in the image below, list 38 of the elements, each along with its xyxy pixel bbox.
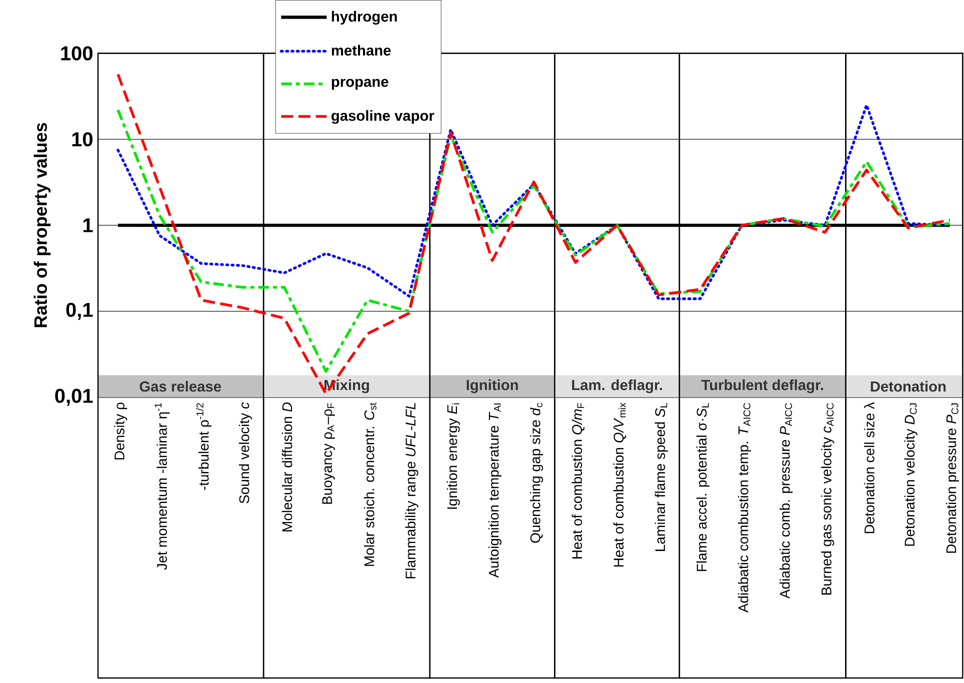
x-tick-label: Heat of combustion Q/V$_{mix}$ bbox=[613, 402, 626, 566]
x-tick-label: Buoyancy ρ$_{A}$–ρ$_{F}$ bbox=[322, 402, 335, 504]
y-tick-label: 100 bbox=[61, 46, 92, 60]
x-tick-label: Heat of combustion Q/m$_{F}$ bbox=[572, 402, 585, 558]
band-label: Gas release bbox=[140, 380, 222, 392]
y-tick-label: 0,1 bbox=[66, 302, 93, 320]
x-tick-label: -turbulent ρ$^{-1/2}$ bbox=[196, 403, 212, 490]
x-tick-label: Quenching gap size d$_{c}$ bbox=[530, 402, 544, 543]
y-tick-label: 10 bbox=[72, 132, 92, 146]
x-tick-label: Detonation pressure P$_{CJ}$ bbox=[946, 403, 959, 553]
x-tick-label: Sound velocity c bbox=[238, 402, 252, 504]
x-tick-label: Autoignition temperature T$_{AI}$ bbox=[488, 403, 502, 578]
line-series bbox=[116, 108, 952, 373]
x-tick-label: Flammability range UFL-LFL bbox=[405, 402, 418, 578]
legend-label: hydrogen bbox=[332, 10, 397, 25]
x-tick-label: Molar stoich. concentr. C$_{st}$ bbox=[364, 402, 376, 566]
band-label: Detonation bbox=[870, 380, 946, 392]
y-tick-label: 1 bbox=[83, 218, 93, 232]
x-tick-label: Jet momentum -laminar η$^{-1}$ bbox=[154, 403, 170, 570]
x-tick-label: Detonation velocity D$_{CJ}$ bbox=[904, 403, 918, 546]
band-label: Turbulent deflagr. bbox=[701, 379, 823, 394]
x-tick-label: Burned gas sonic velocity c$_{AICC}$ bbox=[821, 402, 834, 594]
x-tick-label: Laminar flame speed S$_{L}$ bbox=[654, 402, 668, 551]
legend-label: propane bbox=[332, 78, 388, 90]
y-axis-title: Ratio of property values bbox=[34, 122, 51, 327]
band-label: Ignition bbox=[466, 379, 518, 394]
band-label: Lam. deflagr. bbox=[572, 379, 662, 394]
x-tick-label: Ignition energy E$_{i}$ bbox=[446, 403, 460, 509]
x-tick-label: Detonation cell size λ bbox=[864, 402, 874, 534]
legend-label: gasoline vapor bbox=[332, 110, 434, 124]
line-series bbox=[116, 72, 952, 395]
legend-label: methane bbox=[332, 44, 391, 56]
x-tick-label: Adiabatic combustion temp. T$_{AICC}$ bbox=[738, 402, 752, 612]
x-tick-label: Flame accel. potential σ·S$_{L}$ bbox=[696, 402, 710, 571]
y-tick-label: 0,01 bbox=[55, 388, 93, 406]
x-tick-label: Molecular diffusion D bbox=[282, 402, 292, 532]
x-tick-label: Adiabatic comb. pressure P$_{AICC}$ bbox=[780, 402, 793, 598]
x-tick-label: Density ρ bbox=[114, 402, 128, 460]
